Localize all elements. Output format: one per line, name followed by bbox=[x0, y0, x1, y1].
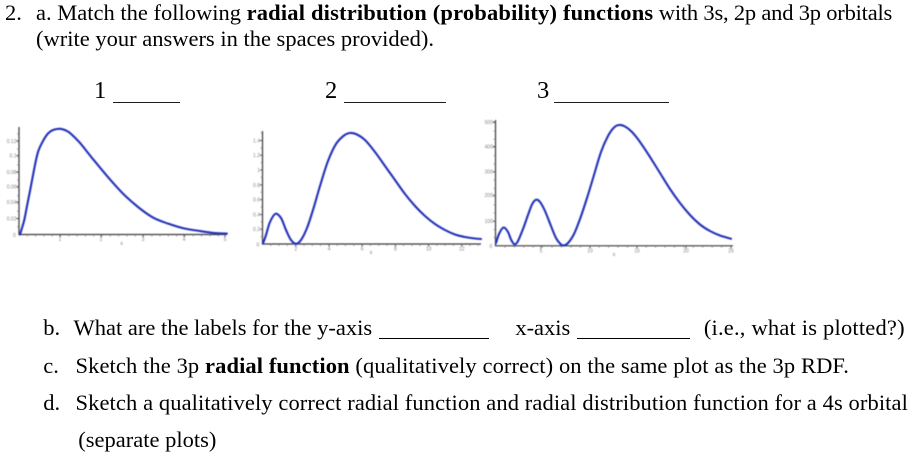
svg-text:3: 3 bbox=[142, 237, 145, 243]
svg-text:500: 500 bbox=[485, 120, 494, 126]
svg-text:4: 4 bbox=[328, 247, 331, 253]
svg-text:0.8: 0.8 bbox=[253, 183, 260, 189]
svg-text:0: 0 bbox=[13, 233, 16, 239]
svg-text:1.4: 1.4 bbox=[253, 138, 260, 144]
svg-text:0.04: 0.04 bbox=[7, 200, 17, 206]
svg-text:0.2: 0.2 bbox=[253, 227, 260, 233]
svg-text:15: 15 bbox=[634, 249, 640, 255]
svg-text:1: 1 bbox=[59, 237, 62, 243]
svg-text:12: 12 bbox=[459, 247, 465, 253]
svg-text:400: 400 bbox=[485, 144, 494, 150]
svg-text:0.12: 0.12 bbox=[7, 139, 17, 145]
svg-text:x: x bbox=[370, 250, 373, 256]
svg-text:0.4: 0.4 bbox=[253, 212, 260, 218]
svg-text:20: 20 bbox=[683, 249, 689, 255]
svg-text:5: 5 bbox=[540, 249, 543, 255]
svg-text:8: 8 bbox=[394, 247, 397, 253]
svg-text:25: 25 bbox=[728, 249, 734, 255]
svg-text:0.08: 0.08 bbox=[7, 170, 17, 176]
svg-text:0.6: 0.6 bbox=[253, 198, 260, 204]
svg-text:2: 2 bbox=[100, 237, 103, 243]
svg-text:1.2: 1.2 bbox=[253, 153, 260, 159]
svg-text:5: 5 bbox=[224, 237, 227, 243]
svg-text:0: 0 bbox=[490, 244, 493, 250]
svg-text:x: x bbox=[120, 241, 123, 247]
svg-text:1: 1 bbox=[257, 168, 260, 174]
svg-text:0.06: 0.06 bbox=[7, 184, 17, 190]
svg-text:300: 300 bbox=[485, 170, 494, 176]
svg-text:6: 6 bbox=[361, 247, 364, 253]
svg-text:2: 2 bbox=[294, 247, 297, 253]
svg-text:x: x bbox=[613, 252, 616, 258]
svg-text:0: 0 bbox=[257, 242, 260, 248]
svg-text:100: 100 bbox=[485, 219, 494, 225]
svg-text:4: 4 bbox=[183, 237, 186, 243]
svg-text:0.02: 0.02 bbox=[7, 216, 17, 222]
svg-text:10: 10 bbox=[587, 249, 593, 255]
svg-text:200: 200 bbox=[485, 193, 494, 199]
svg-text:0.1: 0.1 bbox=[10, 153, 17, 159]
svg-text:10: 10 bbox=[426, 247, 432, 253]
